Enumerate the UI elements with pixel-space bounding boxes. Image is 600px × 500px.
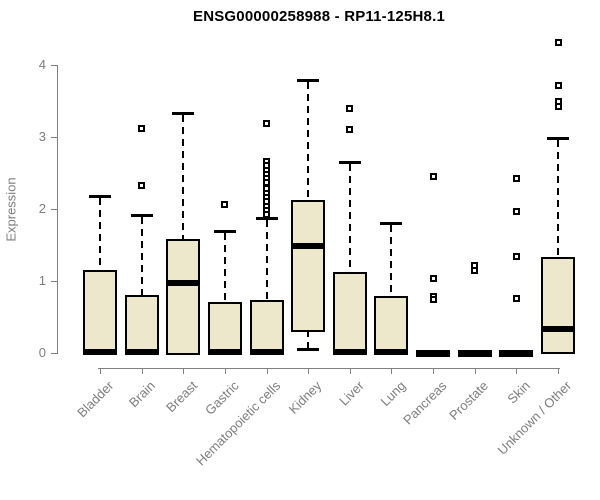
whisker-cap-upper-hematopoietic-cells [255, 217, 278, 221]
median-gastric [207, 348, 242, 355]
x-tick-label-lung: Lung [377, 378, 409, 410]
outlier-skin-2 [512, 253, 520, 261]
y-axis-tick [51, 137, 57, 138]
x-tick-label-bladder: Bladder [74, 378, 117, 421]
x-tick-label-pancreas: Pancreas [400, 378, 450, 428]
box-hematopoietic-cells [249, 299, 284, 355]
outlier-gastric-0 [221, 201, 229, 209]
whisker-upper-brain [140, 217, 143, 296]
outlier-pancreas-3 [429, 295, 437, 303]
whisker-cap-upper-liver [338, 161, 361, 165]
x-axis-tick [100, 368, 101, 374]
outlier-hematopoietic-cells-6 [263, 178, 271, 186]
y-axis-tick [51, 209, 57, 210]
whisker-lower-kidney [307, 329, 310, 348]
x-axis-tick [224, 368, 226, 374]
whisker-upper-unknown-other [557, 139, 559, 257]
whisker-cap-upper-bladder [89, 195, 111, 199]
y-axis-tick [51, 65, 57, 66]
x-tick-label-prostate: Prostate [446, 378, 492, 423]
box-brain [124, 295, 159, 355]
x-tick-label-breast: Breast [162, 378, 200, 416]
whisker-cap-upper-kidney [297, 79, 320, 83]
outlier-skin-0 [512, 174, 520, 182]
whisker-upper-hematopoietic-cells [265, 220, 268, 300]
outlier-liver-1 [346, 125, 354, 133]
x-tick-label-gastric: Gastric [201, 378, 242, 418]
x-axis-tick [141, 368, 143, 374]
y-axis-title-text: Expression [3, 176, 19, 242]
box-unknown-other [541, 256, 575, 355]
whisker-cap-upper-gastric [213, 229, 236, 233]
outlier-unknown-other-0 [554, 39, 562, 47]
y-axis-line [57, 65, 58, 354]
median-brain [124, 348, 159, 355]
chart-title: ENSG00000258988 - RP11-125H8.1 [192, 8, 445, 25]
whisker-upper-gastric [223, 232, 226, 302]
median-unknown-other [541, 326, 575, 333]
x-tick-label-kidney: Kidney [286, 378, 325, 417]
whisker-cap-upper-breast [172, 111, 195, 115]
x-axis-tick [391, 368, 393, 374]
x-axis-tick [308, 368, 310, 374]
box-breast [166, 239, 201, 355]
median-liver [332, 348, 367, 355]
y-tick-label-1: 1 [38, 273, 46, 288]
outlier-hematopoietic-cells-0 [263, 119, 271, 127]
y-tick-label-2: 2 [38, 201, 46, 216]
box-kidney [291, 200, 326, 332]
x-axis-tick [474, 368, 476, 374]
whisker-cap-upper-lung [380, 221, 403, 225]
box-gastric [207, 301, 242, 355]
x-axis-tick [558, 368, 559, 374]
x-axis-line [98, 368, 560, 369]
outlier-pancreas-0 [429, 173, 437, 181]
outlier-unknown-other-3 [554, 103, 562, 111]
whisker-cap-upper-unknown-other [547, 136, 569, 140]
y-axis-tick [51, 281, 57, 282]
y-tick-label-4: 4 [38, 57, 46, 72]
outlier-unknown-other-1 [554, 82, 562, 90]
median-hematopoietic-cells [249, 348, 284, 355]
whisker-upper-lung [390, 224, 393, 297]
outlier-skin-3 [512, 294, 520, 302]
box-bladder [83, 270, 117, 355]
whisker-upper-breast [182, 114, 185, 240]
x-tick-label-brain: Brain [126, 378, 159, 411]
whisker-cap-upper-brain [130, 214, 153, 218]
outlier-skin-1 [512, 208, 520, 216]
whisker-cap-lower-kidney [297, 347, 320, 351]
x-tick-label-liver: Liver [335, 378, 367, 409]
whisker-upper-bladder [99, 198, 101, 271]
outlier-brain-0 [138, 124, 146, 132]
outlier-prostate-1 [471, 267, 479, 275]
x-axis-tick [266, 368, 268, 374]
x-tick-label-unknown-other: Unknown / Other [495, 378, 575, 458]
whisker-upper-kidney [307, 82, 310, 201]
flat-box-pancreas [416, 350, 451, 357]
y-axis-tick [51, 353, 57, 354]
outlier-liver-0 [346, 104, 354, 112]
outlier-pancreas-1 [429, 274, 437, 282]
x-tick-label-skin: Skin [504, 378, 533, 407]
x-axis-tick [516, 368, 518, 374]
box-liver [332, 271, 367, 355]
outlier-brain-1 [138, 182, 146, 190]
outlier-hematopoietic-cells-13 [263, 211, 271, 219]
box-lung [374, 296, 409, 355]
flat-box-prostate [457, 350, 492, 357]
median-bladder [83, 348, 117, 355]
median-breast [166, 280, 201, 287]
whisker-upper-liver [348, 164, 351, 272]
x-axis-tick [183, 368, 185, 374]
median-kidney [291, 243, 326, 250]
flat-box-skin [499, 350, 534, 357]
y-tick-label-0: 0 [38, 345, 46, 360]
median-lung [374, 348, 409, 355]
x-axis-tick [433, 368, 435, 374]
y-tick-label-3: 3 [38, 129, 46, 144]
x-axis-tick [349, 368, 351, 374]
